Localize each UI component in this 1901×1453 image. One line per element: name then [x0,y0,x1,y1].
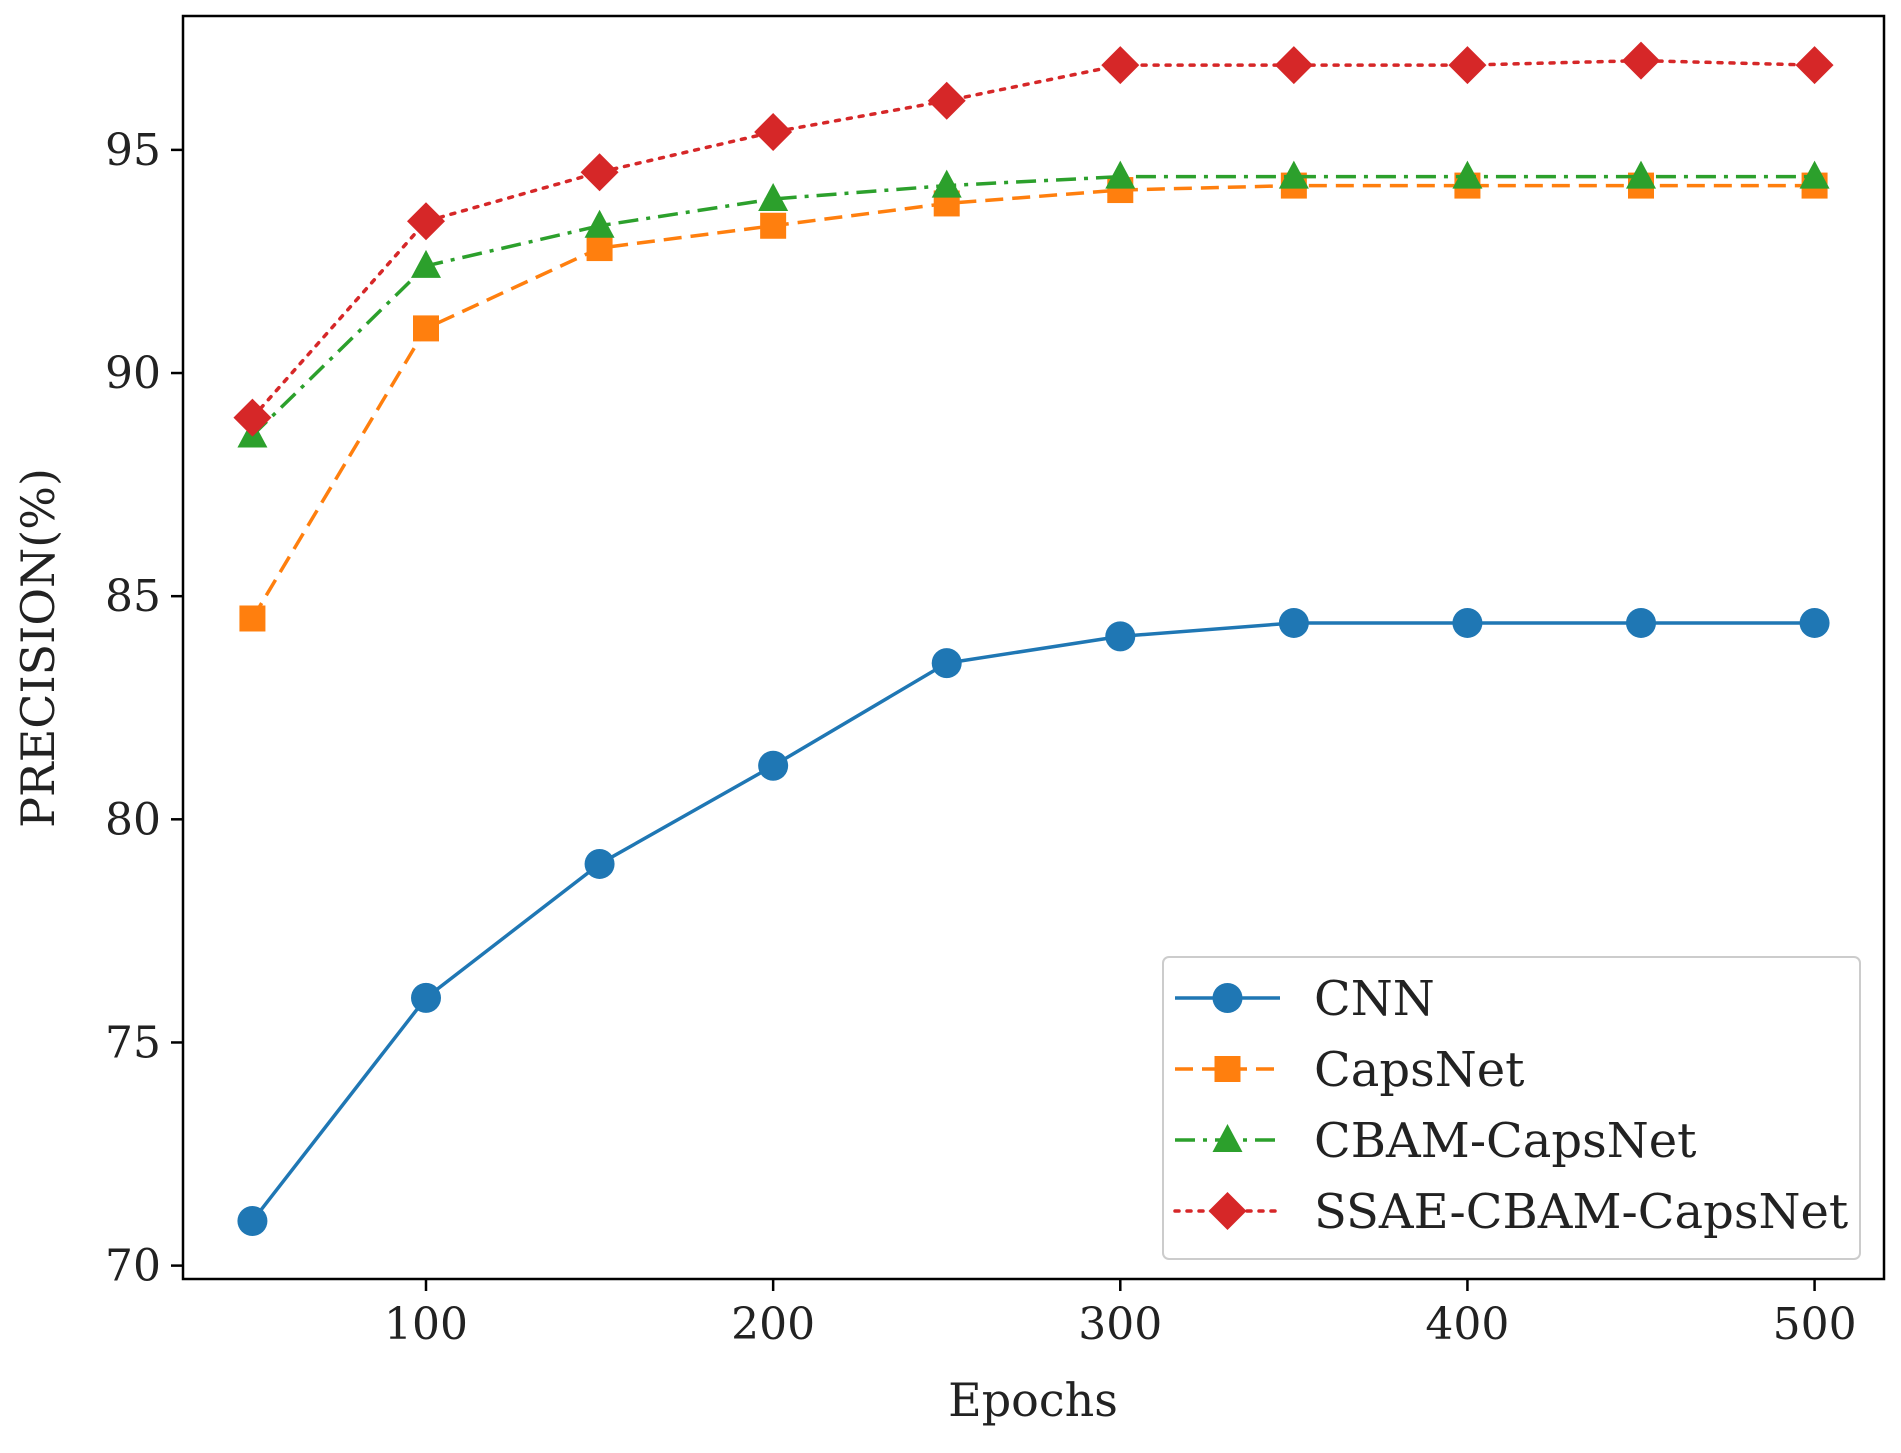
data-point [1448,46,1487,85]
data-point [239,605,266,632]
legend-marker [1214,1056,1241,1082]
series-line [250,58,1817,420]
data-point [586,235,613,262]
y-tick-label: 70 [105,1241,161,1292]
x-axis-title: Epochs [948,1373,1118,1427]
data-point [407,202,445,241]
x-tick-label: 100 [384,1299,468,1350]
data-point [584,848,615,879]
data-point [1278,607,1309,638]
legend-frame [1162,956,1861,1260]
legend-label: CNN [1314,971,1435,1027]
data-point [411,982,441,1013]
series-cnn [237,607,1830,1236]
data-point [1105,160,1136,189]
x-tick-label: 400 [1425,1299,1509,1350]
data-point [758,182,789,211]
y-tick-label: 95 [105,125,161,176]
plot-frame [181,14,1886,1281]
legend-item: CNN [1175,971,1435,1027]
x-axis-ticks: 100 200 300 400 500 [384,1279,1857,1350]
series-line [251,174,1815,437]
data-point [931,648,962,679]
series-line [250,183,1815,620]
y-axis-ticks: 70 75 80 85 90 95 [105,125,183,1292]
data-point [758,750,789,781]
y-axis-title: PRECISION(%) [11,468,65,828]
series-cbam-capsnet [237,160,1830,448]
data-point [754,113,793,152]
legend-item: SSAE-CBAM-CapsNet [1173,1184,1848,1240]
series-ssae-cbam-capsnet [233,41,1834,437]
legend-item: CBAM-CapsNet [1175,1113,1696,1169]
data-point [413,315,439,342]
data-point [1274,46,1313,85]
data-point [584,209,615,238]
data-point [931,169,962,198]
legend-marker [1208,1192,1247,1230]
data-point [1626,160,1656,189]
data-point [237,1205,268,1236]
data-point [1105,621,1136,652]
x-tick-label: 200 [731,1299,815,1350]
data-point [1278,160,1309,189]
legend-marker [1212,983,1243,1013]
data-point [233,398,272,437]
y-tick-label: 80 [105,794,161,845]
data-point [1622,41,1660,80]
series-capsnet [239,172,1828,632]
data-point [1795,46,1834,85]
y-tick-label: 75 [105,1017,161,1068]
x-tick-label: 300 [1078,1299,1162,1350]
data-point [1452,160,1483,189]
y-tick-label: 85 [105,571,161,622]
data-point [580,153,619,192]
data-point [1626,607,1656,638]
data-point [760,212,787,239]
series-line [251,621,1815,1223]
data-point [1799,160,1830,189]
legend-label: CapsNet [1314,1042,1524,1098]
data-point [1452,607,1483,638]
data-point [1101,46,1140,85]
data-point [927,81,966,120]
legend-label: CBAM-CapsNet [1314,1113,1696,1169]
y-tick-label: 90 [105,348,161,399]
legend: CNN CapsNet CBAM-CapsNet SSAE-CBAM-CapsNet [1162,956,1861,1260]
legend-label: SSAE-CBAM-CapsNet [1314,1184,1848,1240]
legend-marker [1212,1124,1243,1152]
x-tick-label: 500 [1773,1299,1857,1350]
series-layer [233,41,1834,1236]
data-point [1799,607,1830,638]
legend-item: CapsNet [1175,1042,1524,1098]
data-point [411,249,441,278]
